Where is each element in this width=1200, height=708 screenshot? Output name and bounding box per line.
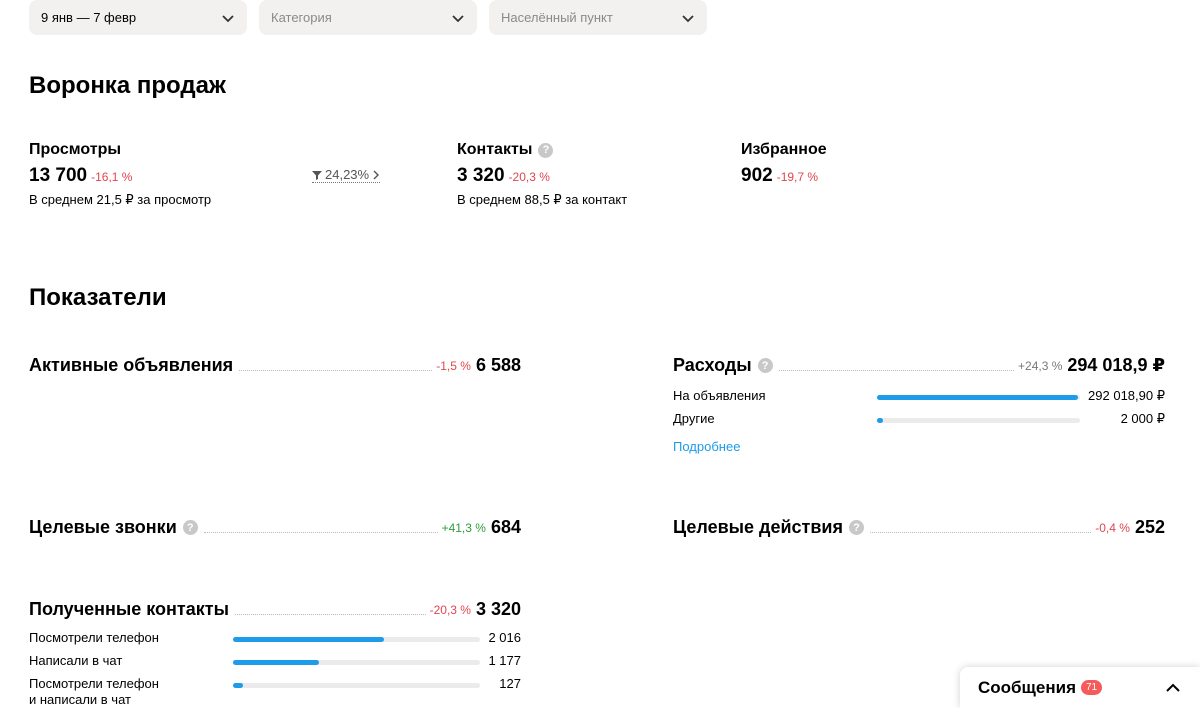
contacts-received-value: 3 320: [475, 599, 521, 619]
target-actions-value: 252: [1134, 517, 1165, 537]
views-average: В среднем 21,5 ₽ за просмотр: [29, 192, 212, 207]
contacts-received-change: -20,3 %: [429, 603, 471, 617]
funnel-title: Воронка продаж: [29, 72, 226, 99]
expenses-row-label: На объявления: [673, 388, 766, 403]
active-ads-value: 6 588: [475, 355, 521, 375]
metric-active-ads: Активные объявления -1,5 % 6 588: [29, 352, 521, 376]
active-ads-change: -1,5 %: [436, 359, 471, 373]
contacts-row: Посмотрели телефон и написали в чат: [29, 676, 159, 708]
contacts-bar: [233, 683, 480, 688]
contacts-value: 3 320: [457, 165, 505, 186]
contacts-bar: [233, 637, 480, 642]
conversion-value: 24,23%: [325, 167, 370, 182]
expenses-bar-ads: [877, 395, 1080, 400]
contacts-bar: [233, 660, 480, 665]
favorites-change: -19,7 %: [776, 170, 819, 184]
date-filter-value: 9 янв — 7 февр: [41, 10, 137, 25]
city-filter-placeholder: Населённый пункт: [501, 10, 613, 25]
expenses-value: 294 018,9 ₽: [1067, 355, 1165, 375]
help-icon[interactable]: ?: [757, 358, 773, 373]
conversion-link[interactable]: 24,23%: [312, 167, 381, 183]
metrics-title: Показатели: [29, 284, 167, 311]
chevron-up-icon[interactable]: [1164, 679, 1182, 697]
help-icon[interactable]: ?: [182, 520, 198, 535]
contacts-bar-fill: [233, 637, 384, 642]
expenses-row-value: 292 018,90 ₽: [1088, 388, 1165, 403]
contacts-row-value: 1 177: [488, 653, 521, 668]
contacts-change: -20,3 %: [508, 170, 550, 184]
metric-expenses: Расходы ? +24,3 % 294 018,9 ₽: [673, 352, 1165, 376]
help-icon[interactable]: ?: [849, 520, 864, 535]
contacts-bar-fill: [233, 683, 243, 688]
dotted-leader: [239, 370, 433, 371]
expenses-bar-fill: [877, 418, 884, 423]
dotted-leader: [778, 370, 1015, 371]
metric-contacts-received: Полученные контакты -20,3 % 3 320: [29, 596, 521, 620]
metric-target-calls: Целевые звонки ? +41,3 % 684: [29, 514, 521, 538]
contacts-label: Контакты: [457, 141, 533, 158]
views-label: Просмотры: [29, 141, 122, 158]
expenses-row: На объявления: [673, 388, 766, 403]
views-change: -16,1 %: [91, 170, 133, 184]
active-ads-label: Активные объявления: [29, 355, 234, 375]
expenses-label: Расходы: [673, 355, 752, 375]
category-filter[interactable]: Категория: [259, 0, 477, 35]
funnel-contacts: Контакты ? 3 320 -20,3 % В среднем 88,5 …: [457, 141, 627, 208]
target-calls-value: 684: [490, 517, 521, 537]
filter-icon: [312, 170, 322, 180]
dotted-leader: [234, 614, 426, 615]
target-actions-label: Целевые действия: [673, 517, 843, 537]
contacts-bar-fill: [233, 660, 320, 665]
views-value: 13 700: [29, 165, 88, 186]
contacts-row-label-line2: и написали в чат: [29, 692, 131, 707]
expenses-row: Другие: [673, 411, 715, 426]
contacts-row-label: Посмотрели телефон: [29, 630, 159, 645]
metric-target-actions: Целевые действия ? -0,4 % 252: [673, 514, 1165, 538]
dotted-leader: [203, 532, 438, 533]
city-filter[interactable]: Населённый пункт: [489, 0, 707, 35]
target-actions-change: -0,4 %: [1095, 521, 1130, 535]
expenses-bar-other: [877, 418, 1080, 423]
dotted-leader: [870, 532, 1092, 533]
expenses-row-label: Другие: [673, 411, 715, 426]
funnel-views: Просмотры 13 700 -16,1 % В среднем 21,5 …: [29, 141, 211, 208]
target-calls-change: +41,3 %: [441, 521, 486, 535]
chevron-down-icon: [682, 14, 694, 22]
favorites-value: 902: [741, 165, 773, 186]
messages-widget[interactable]: Сообщения 71: [960, 667, 1200, 708]
filters-bar: 9 янв — 7 февр Категория Населённый пунк…: [29, 0, 707, 35]
category-filter-placeholder: Категория: [271, 10, 332, 25]
contacts-row-label: Посмотрели телефон: [29, 676, 159, 691]
contacts-received-label: Полученные контакты: [29, 599, 229, 619]
contacts-row: Написали в чат: [29, 653, 122, 668]
funnel-favorites: Избранное 902 -19,7 %: [741, 141, 827, 187]
contacts-row-value: 2 016: [488, 630, 521, 645]
contacts-row-label: Написали в чат: [29, 653, 123, 668]
help-icon[interactable]: ?: [538, 142, 554, 158]
expenses-change: +24,3 %: [1018, 359, 1063, 373]
chevron-right-icon: [373, 170, 380, 179]
messages-label: Сообщения: [978, 677, 1076, 697]
expenses-row-value: 2 000 ₽: [1120, 411, 1165, 426]
chevron-down-icon: [222, 14, 234, 22]
more-link[interactable]: Подробнее: [673, 439, 741, 454]
favorites-label: Избранное: [741, 141, 827, 158]
contacts-row: Посмотрели телефон: [29, 630, 159, 645]
contacts-row-value: 127: [499, 676, 521, 691]
contacts-average: В среднем 88,5 ₽ за контакт: [457, 192, 628, 207]
target-calls-label: Целевые звонки: [29, 517, 177, 537]
expenses-bar-fill: [877, 395, 1078, 400]
chevron-down-icon: [452, 14, 464, 22]
date-filter[interactable]: 9 янв — 7 февр: [29, 0, 247, 35]
messages-count-badge: 71: [1080, 680, 1103, 695]
